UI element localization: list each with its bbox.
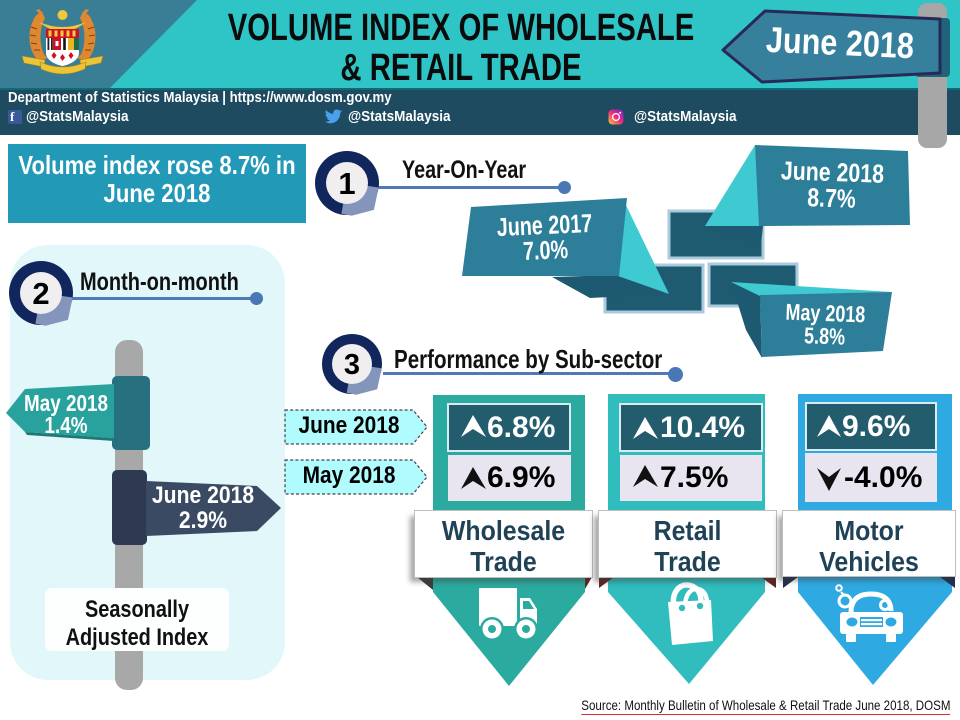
svg-text:3: 3 <box>344 349 360 381</box>
svg-text:1: 1 <box>338 166 355 201</box>
svg-text:2: 2 <box>32 276 49 311</box>
